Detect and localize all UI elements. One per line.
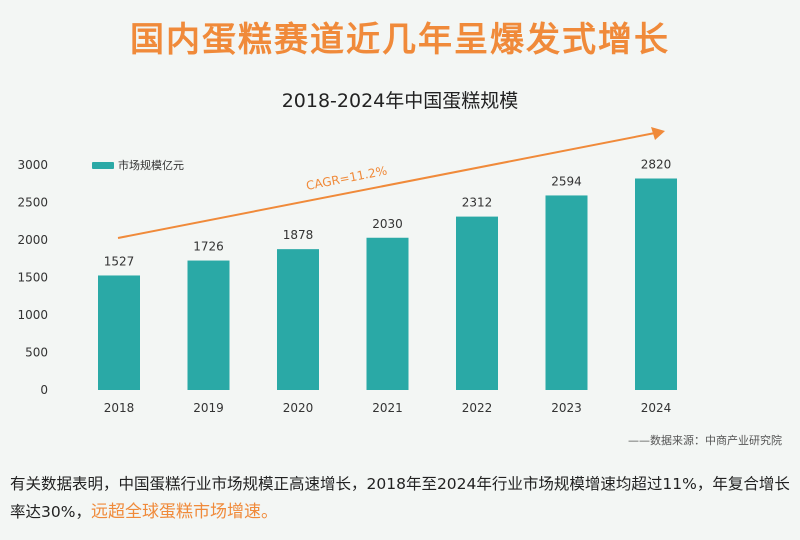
trend-arrow-head	[651, 127, 665, 140]
chart-title: 2018-2024年中国蛋糕规模	[281, 90, 519, 112]
x-tick-label: 2018	[104, 401, 135, 415]
bar	[635, 178, 677, 390]
bar	[187, 260, 230, 390]
bar-value-label: 2312	[462, 196, 493, 210]
bar-value-label: 1878	[283, 228, 314, 242]
bars: 1527 2018 1726 2019 1878 2020 2030 2021 2312 2022…	[98, 158, 677, 415]
bar-value-label: 2030	[372, 217, 403, 231]
bar-value-label: 1527	[104, 254, 135, 268]
y-tick-label: 3000	[17, 158, 48, 172]
bar-value-label: 1726	[193, 240, 224, 254]
data-source: ——数据来源：中商产业研究院	[628, 434, 782, 447]
trend-arrow-line	[117, 132, 656, 239]
legend-label: 市场规模亿元	[118, 158, 184, 172]
bar	[545, 195, 588, 390]
y-tick-label: 2500	[17, 196, 48, 210]
bar	[366, 237, 409, 390]
y-tick-label: 500	[25, 346, 48, 360]
x-tick-label: 2023	[551, 401, 582, 415]
y-axis: 0 500 1000 1500 2000 2500 3000	[17, 158, 48, 397]
x-tick-label: 2019	[193, 401, 224, 415]
x-tick-label: 2021	[372, 401, 403, 415]
y-tick-label: 2000	[17, 233, 48, 247]
summary-text: 有关数据表明，中国蛋糕行业市场规模正高速增长，2018年至2024年行业市场规模…	[10, 475, 790, 521]
summary-highlight: 远超全球蛋糕市场增速。	[90, 502, 278, 522]
summary-note: 有关数据表明，中国蛋糕行业市场规模正高速增长，2018年至2024年行业市场规模…	[10, 470, 790, 526]
x-tick-label: 2024	[641, 401, 672, 415]
bar	[277, 249, 319, 390]
bar-value-label: 2594	[551, 174, 582, 188]
y-tick-label: 1000	[17, 308, 48, 322]
y-tick-label: 1500	[17, 271, 48, 285]
y-tick-label: 0	[40, 383, 48, 397]
bar	[456, 216, 498, 390]
bar	[98, 275, 140, 390]
x-tick-label: 2022	[462, 401, 493, 415]
legend-swatch	[92, 162, 114, 169]
x-tick-label: 2020	[283, 401, 314, 415]
headline: 国内蛋糕赛道近几年呈爆发式增长	[130, 20, 670, 60]
legend: 市场规模亿元	[92, 158, 184, 172]
bar-value-label: 2820	[641, 158, 672, 172]
